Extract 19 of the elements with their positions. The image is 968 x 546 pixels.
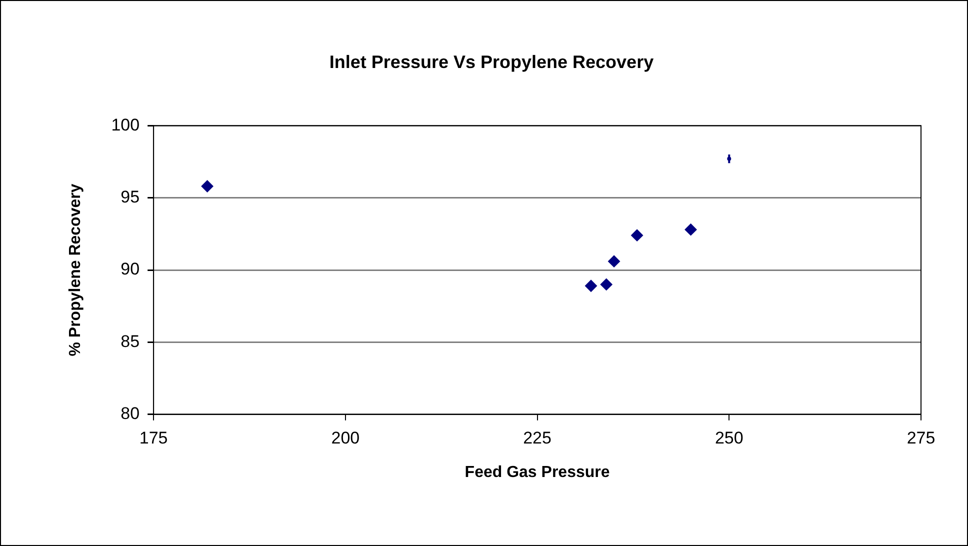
y-tick-label: 95: [120, 187, 140, 206]
y-axis-title: % Propylene Recovery: [67, 184, 84, 356]
point: [684, 224, 697, 236]
y-tick-label: 80: [120, 404, 140, 424]
x-axis-title: Feed Gas Pressure: [464, 464, 610, 481]
chart-title: Inlet Pressure Vs Propylene Recovery: [329, 52, 654, 72]
y-tick-label: 100: [111, 115, 140, 134]
x-tick-label: 250: [714, 428, 744, 448]
y-tick-label: 85: [120, 332, 140, 351]
point: [608, 255, 620, 268]
point: [201, 180, 214, 192]
x-tick-label: 275: [906, 428, 936, 448]
point: [631, 229, 644, 242]
x-tick-label: 175: [139, 428, 168, 448]
x-tick-label: 200: [331, 428, 360, 448]
x-tick-label: 225: [523, 428, 552, 448]
point: [600, 278, 612, 290]
y-tick-label: 90: [120, 260, 140, 279]
point: [585, 280, 598, 292]
